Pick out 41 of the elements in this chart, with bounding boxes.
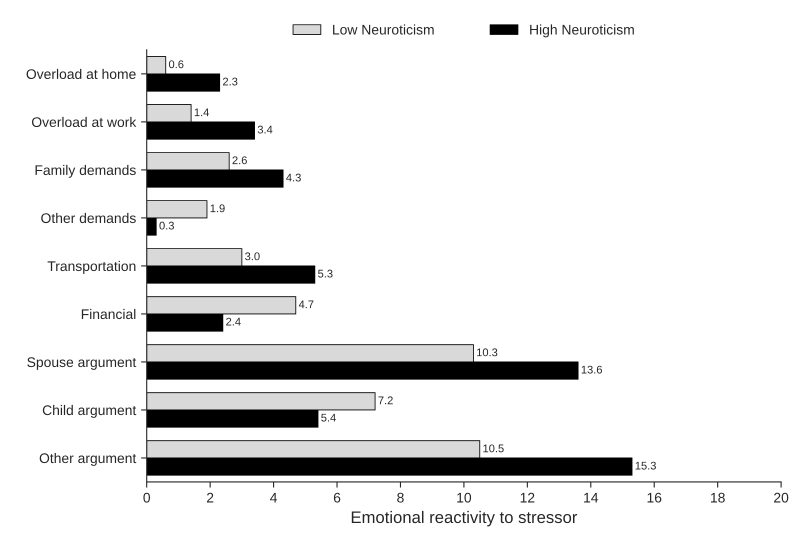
y-tick-label: Transportation bbox=[48, 260, 136, 274]
text: 2.4 bbox=[226, 318, 241, 326]
text: 4.7 bbox=[298, 300, 314, 308]
text: 13.6 bbox=[582, 366, 602, 374]
x-axis-title: Emotional reactivity to stressor bbox=[352, 510, 578, 526]
x-tick-label: 10 bbox=[457, 492, 472, 503]
text: 5.4 bbox=[321, 414, 336, 422]
text: 1.4 bbox=[194, 108, 210, 116]
y-tick-label: Spouse argument bbox=[27, 357, 136, 370]
x-tick-label: 20 bbox=[774, 492, 788, 503]
y-tick-label: Family demands bbox=[36, 164, 136, 178]
x-tick-label: 0 bbox=[143, 492, 150, 503]
x-tick-label: 6 bbox=[334, 492, 340, 503]
y-tick-label: Financial bbox=[82, 308, 136, 320]
y-tick-label: Child argument bbox=[42, 404, 136, 418]
x-tick-label: 2 bbox=[206, 492, 214, 502]
y-tick-label: Other demands bbox=[41, 212, 136, 224]
text: 4.3 bbox=[286, 174, 301, 182]
text: 2.3 bbox=[223, 78, 238, 86]
text: 3.0 bbox=[245, 252, 260, 260]
text: 7.2 bbox=[378, 396, 393, 404]
x-tick-label: 18 bbox=[711, 492, 725, 503]
x-tick-label: 14 bbox=[584, 492, 598, 502]
x-tick-label: 16 bbox=[648, 492, 662, 503]
x-tick-label: 4 bbox=[270, 492, 278, 502]
text: 2.6 bbox=[232, 156, 247, 164]
text: 10.3 bbox=[477, 348, 498, 356]
text: 0.3 bbox=[159, 222, 174, 230]
y-tick-label: Other argument bbox=[40, 452, 136, 466]
legend-label: High Neuroticism bbox=[530, 24, 634, 38]
text: 15.3 bbox=[636, 462, 656, 470]
text: 0.6 bbox=[168, 60, 184, 68]
x-tick-label: 12 bbox=[520, 492, 534, 502]
text: 10.5 bbox=[483, 444, 504, 452]
x-tick-label: 8 bbox=[397, 492, 404, 503]
text: 5.3 bbox=[318, 270, 333, 278]
y-tick-label: Overload at work bbox=[32, 116, 136, 128]
y-tick-label: Overload at home bbox=[26, 68, 136, 80]
text: 3.4 bbox=[258, 126, 272, 134]
text: 1.9 bbox=[210, 204, 225, 212]
legend-label: Low Neuroticism bbox=[333, 24, 434, 35]
